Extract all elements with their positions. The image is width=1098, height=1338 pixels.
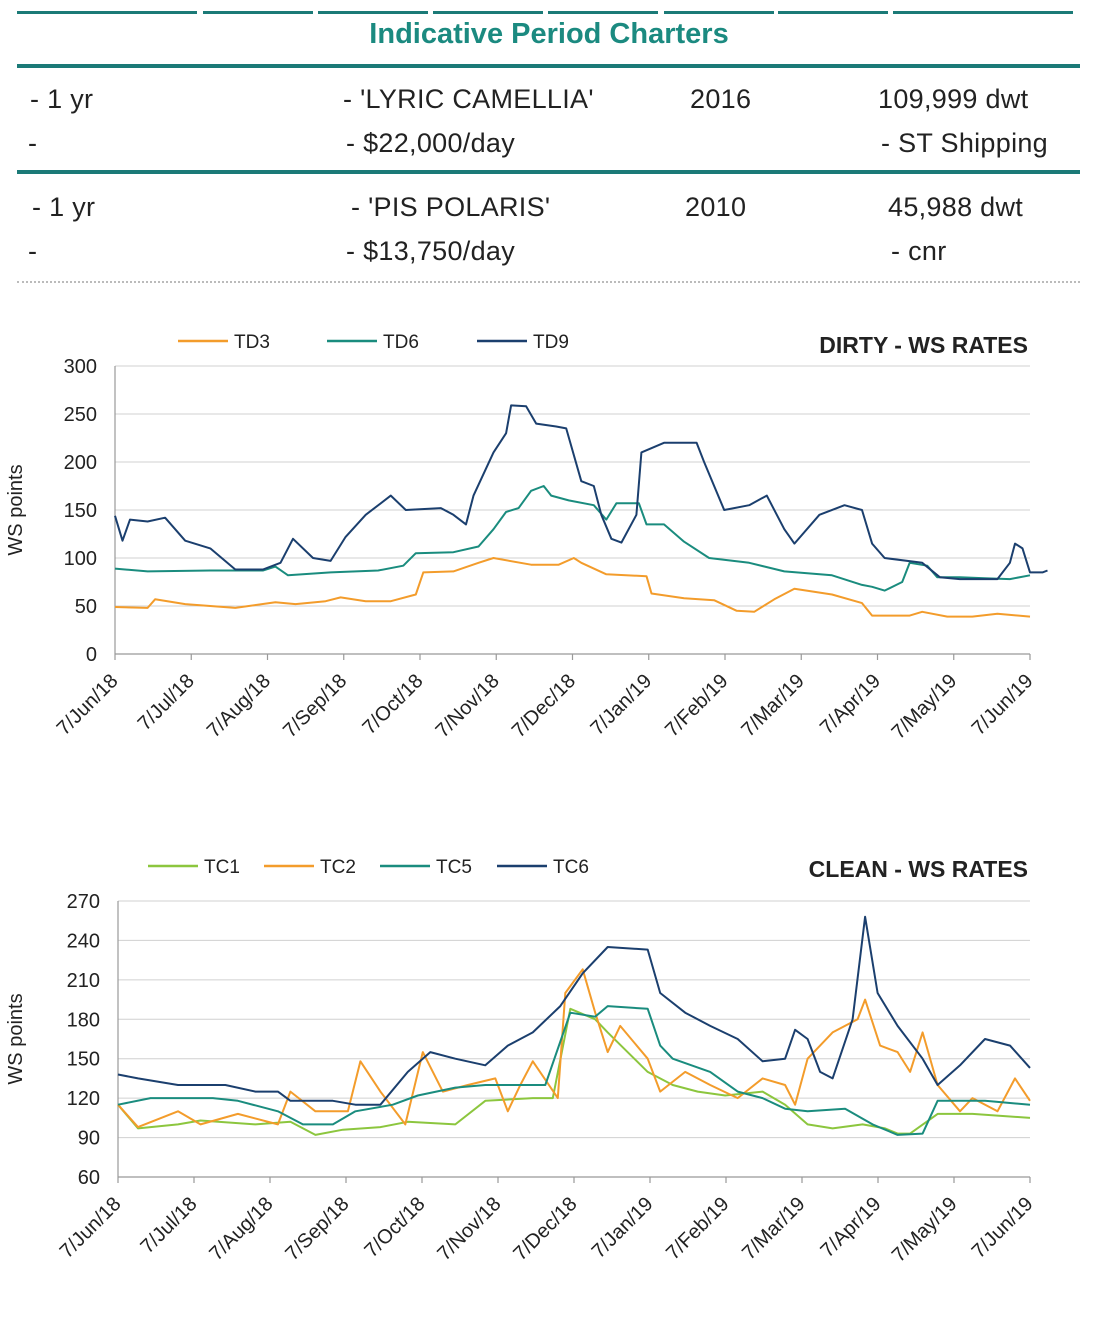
legend-label: TD6 [383, 332, 419, 353]
x-tick-label: 7/Dec/18 [508, 670, 580, 742]
y-tick-label: 210 [67, 970, 100, 992]
y-tick-label: 200 [64, 452, 97, 474]
y-tick-label: 0 [86, 644, 97, 666]
charter-charterer: - ST Shipping [881, 128, 1048, 158]
charter-dwt: 109,999 dwt [878, 84, 1029, 114]
section-divider [17, 281, 1080, 283]
x-tick-label: 7/Nov/18 [432, 670, 504, 742]
x-tick-label: 7/Aug/18 [205, 1193, 277, 1265]
y-tick-label: 100 [64, 548, 97, 570]
charter-charterer: - cnr [891, 236, 947, 266]
charter-period: - 1 yr [30, 84, 94, 114]
x-tick-label: 7/Jun/19 [968, 1193, 1038, 1263]
top-decorative-bar [0, 0, 1080, 14]
x-tick-label: 7/Oct/18 [361, 1193, 430, 1262]
y-tick-label: 90 [78, 1128, 100, 1150]
series-line-tc5 [117, 1005, 1031, 1136]
charter-period: - 1 yr [32, 192, 96, 222]
x-tick-label: 7/Jan/19 [588, 1193, 658, 1263]
y-axis-label: WS points [5, 464, 27, 555]
y-tick-label: 300 [64, 356, 97, 378]
legend-label: TC5 [436, 857, 472, 878]
y-tick-label: 180 [67, 1009, 100, 1031]
y-tick-label: 250 [64, 404, 97, 426]
x-tick-label: 7/Jun/18 [53, 670, 123, 740]
x-tick-label: 7/Apr/19 [817, 1193, 886, 1262]
series-line-tc1 [117, 1007, 1031, 1136]
x-tick-label: 7/Feb/19 [662, 1193, 733, 1264]
legend-label: TC2 [320, 857, 356, 878]
row-divider [17, 170, 1080, 174]
x-tick-label: 7/Feb/19 [661, 670, 732, 741]
chart-title: DIRTY - WS RATES [819, 332, 1028, 358]
charter-rate: - $22,000/day [346, 128, 516, 158]
series-line-tc2 [117, 968, 1031, 1129]
chart-title: CLEAN - WS RATES [809, 856, 1028, 882]
charter-vessel: - 'LYRIC CAMELLIA' [343, 84, 594, 114]
dirty-ws-rates-chart: 0 50 100 150 200 250 300 7/Jun/18 7/Jul/18 7/Aug/… [5, 332, 1048, 744]
x-tick-label: 7/Jan/19 [586, 670, 656, 740]
charter-dwt: 45,988 dwt [888, 192, 1024, 222]
x-tick-label: 7/Sep/18 [281, 1193, 353, 1265]
x-tick-label: 7/Mar/19 [737, 670, 808, 741]
x-tick-label: 7/Nov/18 [433, 1193, 505, 1265]
legend-label: TD3 [234, 332, 270, 353]
x-tick-label: 7/May/19 [888, 670, 962, 744]
series-line-td3 [114, 557, 1031, 618]
charter-vessel: - 'PIS POLARIS' [351, 192, 551, 222]
legend-label: TC6 [553, 857, 589, 878]
x-tick-label: 7/May/19 [888, 1193, 962, 1267]
y-tick-label: 150 [67, 1049, 100, 1071]
x-tick-label: 7/Apr/19 [816, 670, 885, 739]
y-tick-label: 150 [64, 500, 97, 522]
series-line-td9 [114, 404, 1048, 581]
x-tick-label: 7/Jun/18 [56, 1193, 126, 1263]
series-line-tc6 [117, 915, 1031, 1106]
y-tick-label: 120 [67, 1088, 100, 1110]
x-tick-label: 7/Jul/18 [136, 1193, 201, 1258]
x-tick-label: 7/Aug/18 [203, 670, 275, 742]
y-axis-label: WS points [5, 993, 27, 1084]
x-tick-label: 7/Dec/18 [509, 1193, 581, 1265]
charter-dash: - [28, 128, 38, 158]
charter-rate: - $13,750/day [346, 236, 516, 266]
x-tick-label: 7/Mar/19 [738, 1193, 809, 1264]
legend-label: TC1 [204, 857, 240, 878]
y-tick-label: 240 [67, 930, 100, 952]
y-tick-label: 60 [78, 1167, 100, 1189]
page-title: Indicative Period Charters [369, 18, 729, 50]
x-tick-label: 7/Oct/18 [359, 670, 428, 739]
charter-dash: - [28, 236, 38, 266]
x-tick-label: 7/Jun/19 [968, 670, 1038, 740]
x-tick-label: 7/Jul/18 [134, 670, 199, 735]
series-line-td6 [114, 485, 1031, 592]
charter-year: 2016 [690, 84, 752, 114]
header-divider [17, 64, 1080, 68]
y-tick-label: 50 [75, 596, 97, 618]
y-tick-label: 270 [67, 891, 100, 913]
x-tick-label: 7/Sep/18 [279, 670, 351, 742]
legend-label: TD9 [533, 332, 569, 353]
charter-year: 2010 [685, 192, 747, 222]
